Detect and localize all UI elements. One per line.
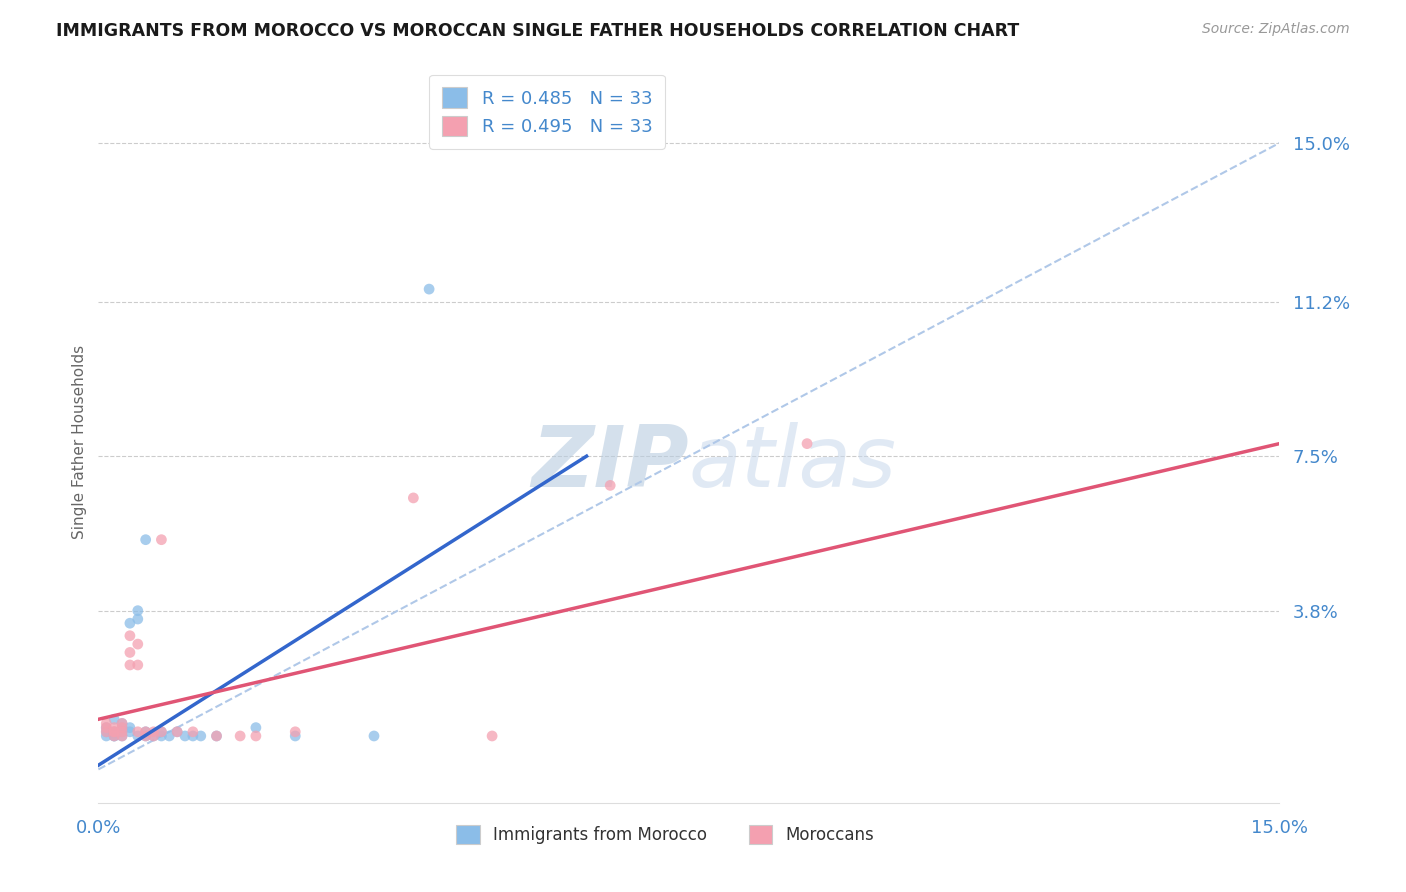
Point — [142, 729, 165, 743]
Point — [103, 729, 125, 743]
Point — [229, 729, 252, 743]
Point — [150, 724, 173, 739]
Text: ZIP: ZIP — [531, 422, 689, 505]
Point — [418, 282, 440, 296]
Point — [127, 637, 149, 651]
Point — [111, 716, 134, 731]
Point — [96, 721, 118, 735]
Point — [103, 724, 125, 739]
Point — [103, 729, 125, 743]
Point — [111, 721, 134, 735]
Point — [135, 729, 157, 743]
Point — [96, 729, 118, 743]
Point — [150, 729, 173, 743]
Point — [111, 724, 134, 739]
Point — [118, 657, 141, 672]
Point — [118, 616, 141, 631]
Point — [135, 724, 157, 739]
Point — [150, 533, 173, 547]
Point — [103, 724, 125, 739]
Point — [96, 724, 118, 739]
Point — [118, 629, 141, 643]
Point — [245, 721, 267, 735]
Point — [111, 721, 134, 735]
Point — [284, 724, 307, 739]
Text: atlas: atlas — [689, 422, 897, 505]
Point — [796, 436, 818, 450]
Point — [127, 604, 149, 618]
Point — [181, 724, 204, 739]
Point — [181, 729, 204, 743]
Point — [150, 724, 173, 739]
Point — [284, 729, 307, 743]
Text: IMMIGRANTS FROM MOROCCO VS MOROCCAN SINGLE FATHER HOUSEHOLDS CORRELATION CHART: IMMIGRANTS FROM MOROCCO VS MOROCCAN SING… — [56, 22, 1019, 40]
Point — [142, 729, 165, 743]
Point — [118, 724, 141, 739]
Point — [96, 724, 118, 739]
Point — [205, 729, 228, 743]
Point — [118, 645, 141, 659]
Point — [96, 721, 118, 735]
Point — [103, 729, 125, 743]
Y-axis label: Single Father Households: Single Father Households — [72, 344, 87, 539]
Point — [402, 491, 425, 505]
Point — [103, 724, 125, 739]
Point — [111, 724, 134, 739]
Point — [103, 712, 125, 726]
Legend: Immigrants from Morocco, Moroccans: Immigrants from Morocco, Moroccans — [444, 814, 886, 856]
Point — [135, 729, 157, 743]
Point — [142, 724, 165, 739]
Point — [166, 724, 188, 739]
Point — [111, 716, 134, 731]
Point — [599, 478, 621, 492]
Point — [135, 533, 157, 547]
Point — [103, 721, 125, 735]
Point — [481, 729, 503, 743]
Point — [127, 657, 149, 672]
Text: Source: ZipAtlas.com: Source: ZipAtlas.com — [1202, 22, 1350, 37]
Point — [96, 716, 118, 731]
Point — [127, 612, 149, 626]
Point — [205, 729, 228, 743]
Point — [190, 729, 212, 743]
Point — [135, 724, 157, 739]
Point — [166, 724, 188, 739]
Point — [127, 724, 149, 739]
Point — [157, 729, 180, 743]
Point — [118, 721, 141, 735]
Point — [111, 729, 134, 743]
Point — [174, 729, 197, 743]
Point — [127, 729, 149, 743]
Point — [111, 729, 134, 743]
Point — [363, 729, 385, 743]
Point — [245, 729, 267, 743]
